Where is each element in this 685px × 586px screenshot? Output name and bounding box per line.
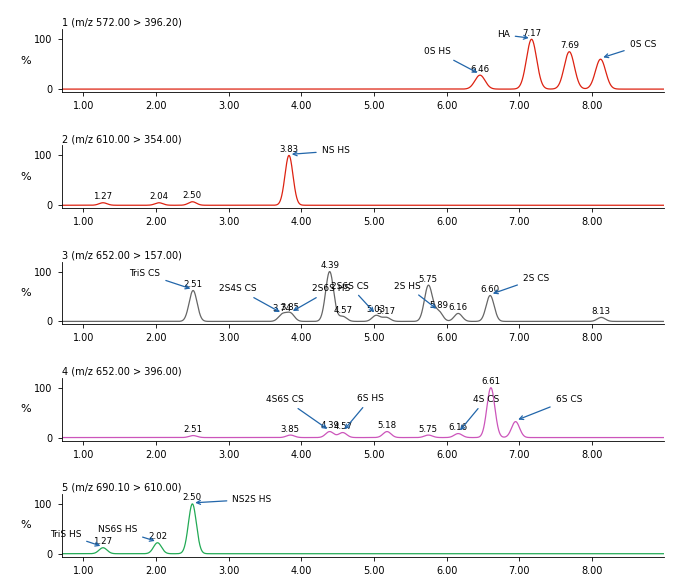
Text: 2.50: 2.50	[183, 493, 202, 502]
Text: 4.57: 4.57	[333, 422, 352, 431]
Text: 4S6S CS: 4S6S CS	[266, 395, 326, 428]
Text: 5.75: 5.75	[419, 275, 438, 284]
Text: NS6S HS: NS6S HS	[98, 525, 153, 541]
Text: 6S CS: 6S CS	[519, 395, 582, 420]
Text: 4.39: 4.39	[320, 261, 339, 270]
Text: 6S HS: 6S HS	[345, 394, 384, 428]
Text: 2S4S CS: 2S4S CS	[219, 284, 279, 311]
Text: 4.39: 4.39	[320, 421, 339, 430]
Text: 2S6S CS: 2S6S CS	[331, 281, 373, 311]
Text: 5.03: 5.03	[366, 305, 386, 314]
Text: 4S CS: 4S CS	[461, 395, 499, 430]
Text: TriS HS: TriS HS	[50, 530, 99, 546]
Text: 3.74: 3.74	[273, 304, 292, 313]
Y-axis label: %: %	[21, 520, 32, 530]
Y-axis label: %: %	[21, 404, 32, 414]
Text: 6.61: 6.61	[482, 377, 501, 386]
Text: 3.83: 3.83	[279, 145, 299, 154]
Text: 2S6S HS: 2S6S HS	[294, 284, 351, 311]
Text: 5.17: 5.17	[377, 307, 396, 316]
Text: 3 (m/z 652.00 > 157.00): 3 (m/z 652.00 > 157.00)	[62, 250, 182, 260]
Text: 2S CS: 2S CS	[494, 274, 549, 294]
Text: 5.18: 5.18	[377, 421, 397, 430]
Text: 0S CS: 0S CS	[605, 40, 656, 57]
Text: HA: HA	[497, 30, 527, 39]
Text: 8.13: 8.13	[592, 307, 611, 316]
Text: 4.57: 4.57	[333, 306, 352, 315]
Text: NS HS: NS HS	[293, 146, 349, 156]
Text: 1 (m/z 572.00 > 396.20): 1 (m/z 572.00 > 396.20)	[62, 18, 182, 28]
Text: 5.89: 5.89	[429, 301, 448, 310]
Text: 2.51: 2.51	[184, 425, 203, 434]
Text: 2.04: 2.04	[149, 192, 169, 201]
Text: 1.27: 1.27	[93, 537, 112, 546]
Text: 5.75: 5.75	[419, 425, 438, 434]
Text: TriS CS: TriS CS	[129, 269, 189, 289]
Text: 2.51: 2.51	[184, 280, 203, 289]
Y-axis label: %: %	[21, 288, 32, 298]
Text: 3.85: 3.85	[281, 303, 300, 312]
Text: 6.16: 6.16	[449, 303, 468, 312]
Y-axis label: %: %	[21, 56, 32, 66]
Text: NS2S HS: NS2S HS	[197, 495, 271, 505]
Text: 2S HS: 2S HS	[394, 281, 435, 308]
Text: 5 (m/z 690.10 > 610.00): 5 (m/z 690.10 > 610.00)	[62, 483, 181, 493]
Text: 7.69: 7.69	[560, 41, 579, 50]
Y-axis label: %: %	[21, 172, 32, 182]
Text: 2.50: 2.50	[183, 191, 202, 200]
Text: 0S HS: 0S HS	[424, 47, 476, 72]
Text: 2 (m/z 610.00 > 354.00): 2 (m/z 610.00 > 354.00)	[62, 134, 182, 144]
Text: 6.60: 6.60	[481, 285, 500, 294]
Text: 6.16: 6.16	[449, 423, 468, 432]
Text: 2.02: 2.02	[148, 532, 167, 541]
Text: 1.27: 1.27	[93, 192, 112, 201]
Text: 3.85: 3.85	[281, 425, 300, 434]
Text: 6.46: 6.46	[471, 64, 490, 74]
Text: 4 (m/z 652.00 > 396.00): 4 (m/z 652.00 > 396.00)	[62, 366, 182, 376]
Text: 7.17: 7.17	[522, 29, 541, 38]
